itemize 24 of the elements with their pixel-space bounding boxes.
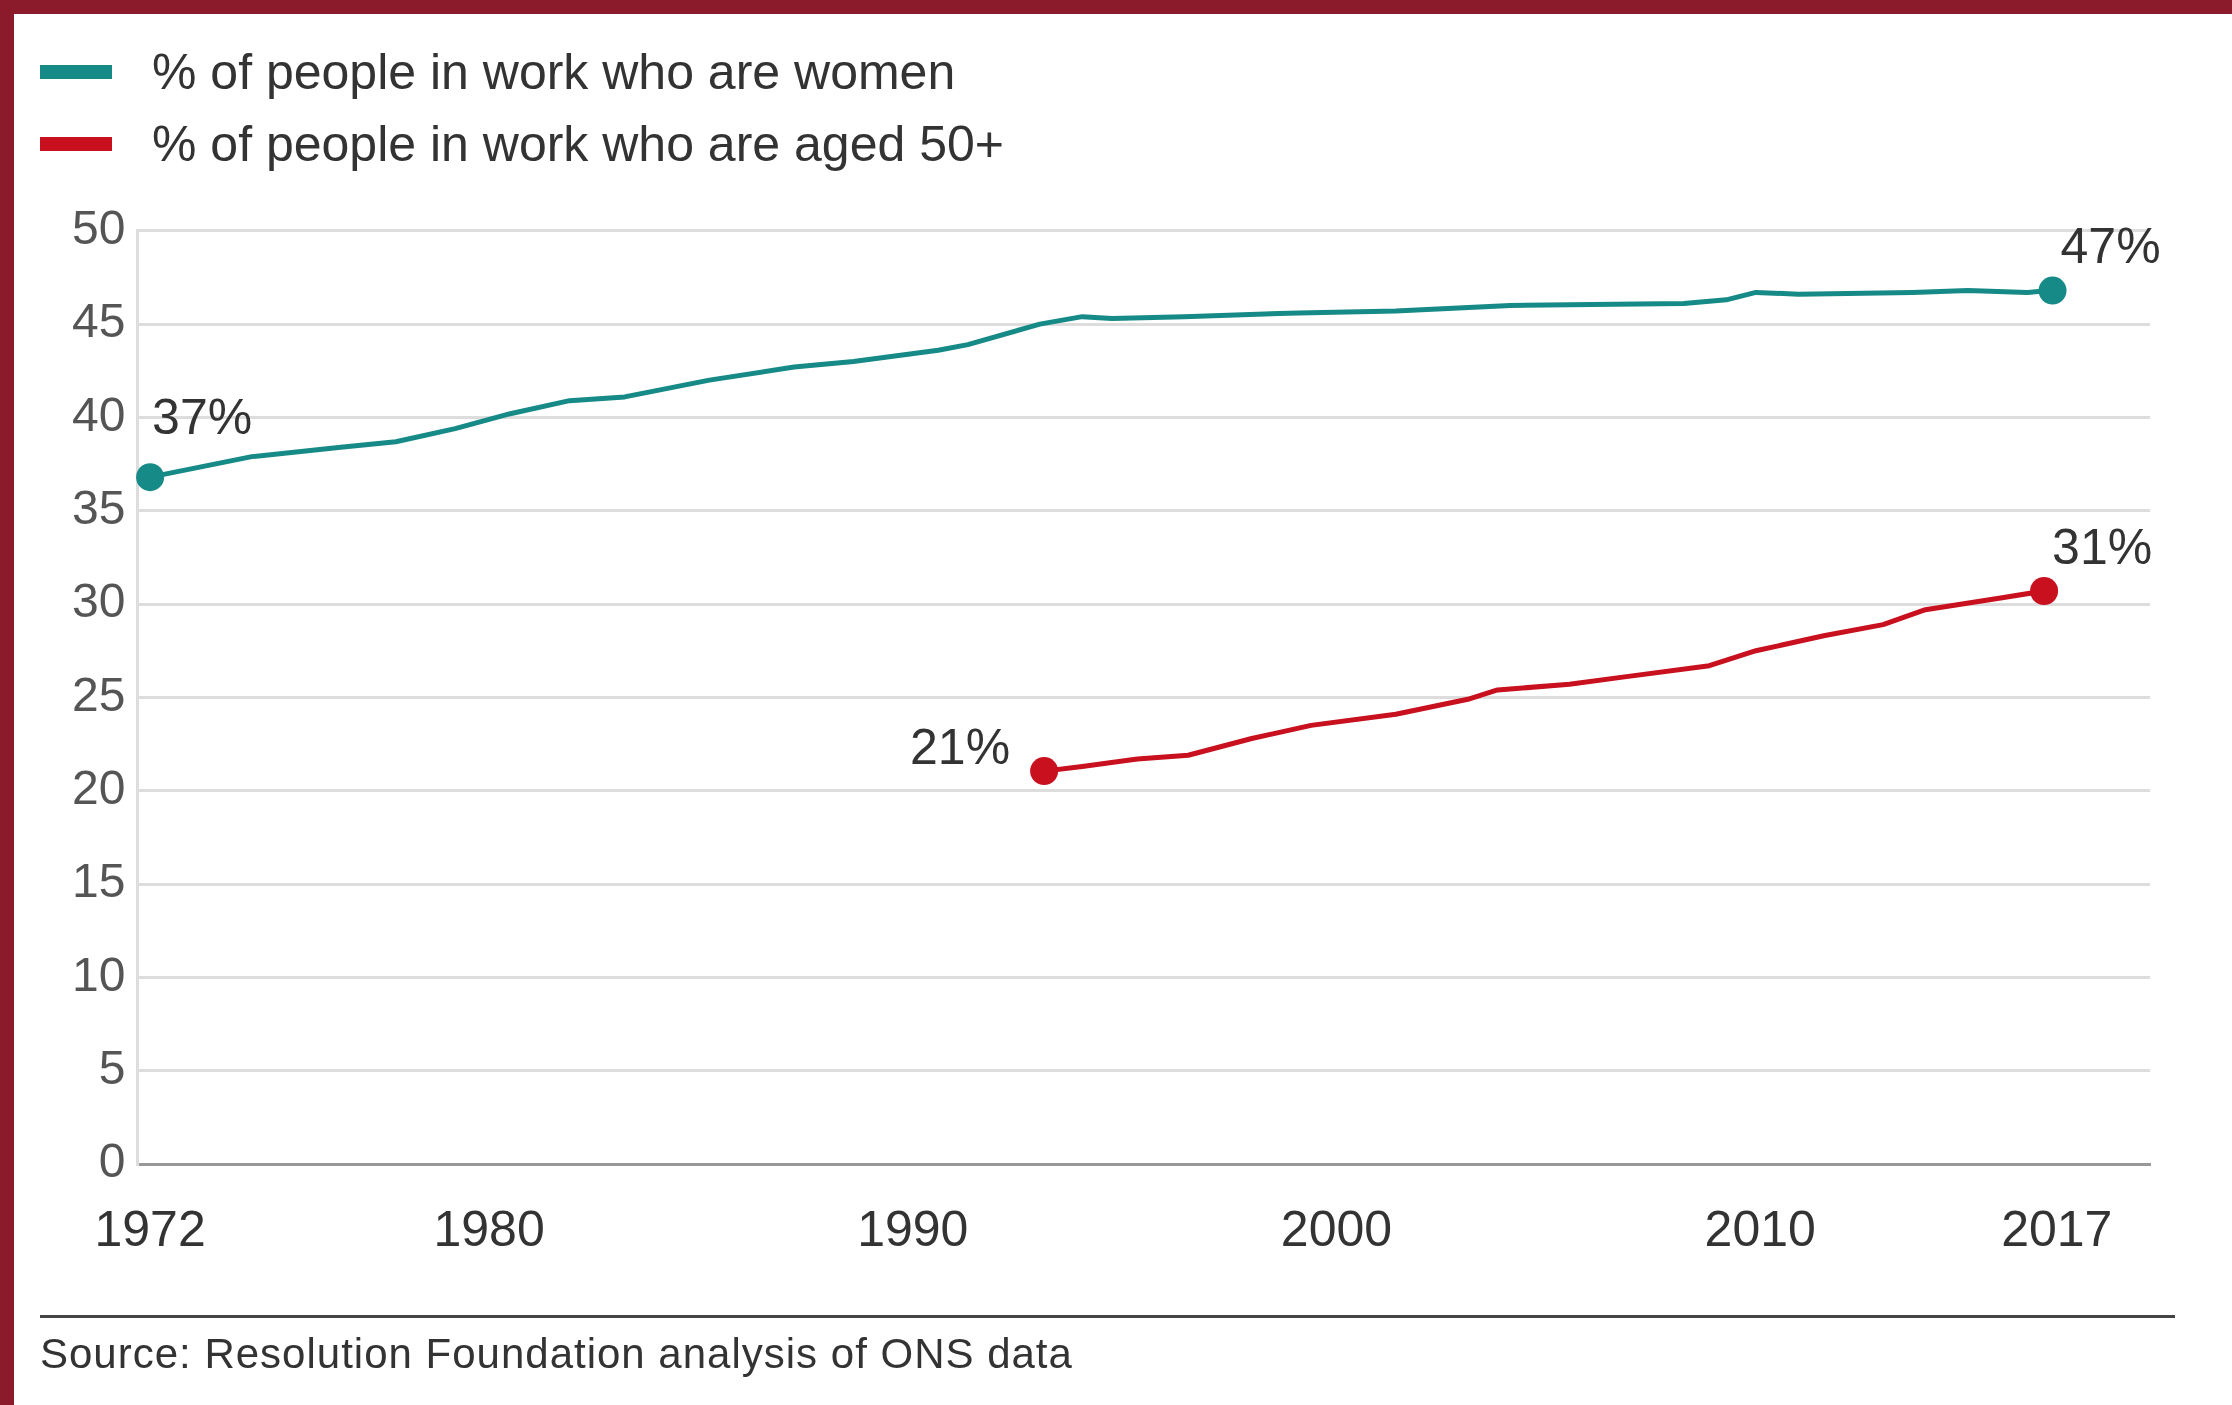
y-tick-label: 5 bbox=[98, 1040, 126, 1094]
y-tick-label: 0 bbox=[98, 1134, 126, 1188]
y-tick-label: 20 bbox=[72, 760, 126, 814]
y-tick-label: 35 bbox=[72, 480, 126, 534]
x-tick-label: 1980 bbox=[433, 1200, 545, 1257]
y-tick-label: 40 bbox=[72, 387, 126, 441]
x-tick-label: 1972 bbox=[94, 1200, 206, 1257]
y-tick-label: 15 bbox=[72, 854, 126, 908]
x-tick-label: 2000 bbox=[1280, 1200, 1393, 1257]
annotation: 31% bbox=[2052, 518, 2153, 575]
source-note: Source: Resolution Foundation analysis of ONS data bbox=[40, 1330, 1073, 1378]
y-tick-label: 10 bbox=[72, 947, 126, 1001]
y-tick-label: 25 bbox=[72, 667, 126, 721]
y-tick-label: 30 bbox=[72, 574, 126, 628]
legend-label: % of people in work who are women bbox=[152, 43, 956, 102]
y-tick-label: 45 bbox=[72, 294, 126, 348]
legend-label: % of people in work who are aged 50+ bbox=[152, 115, 1004, 174]
annotation: 47% bbox=[2060, 218, 2161, 275]
annotation: 37% bbox=[152, 388, 253, 445]
x-tick-label: 2010 bbox=[1704, 1200, 1816, 1257]
x-tick-label: 1990 bbox=[857, 1200, 969, 1257]
annotation: 21% bbox=[910, 718, 1011, 775]
x-tick-label: 2017 bbox=[2001, 1200, 2113, 1257]
y-tick-label: 50 bbox=[72, 201, 126, 255]
